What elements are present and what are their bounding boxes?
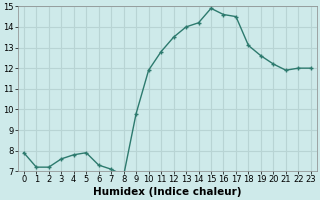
X-axis label: Humidex (Indice chaleur): Humidex (Indice chaleur): [93, 187, 242, 197]
